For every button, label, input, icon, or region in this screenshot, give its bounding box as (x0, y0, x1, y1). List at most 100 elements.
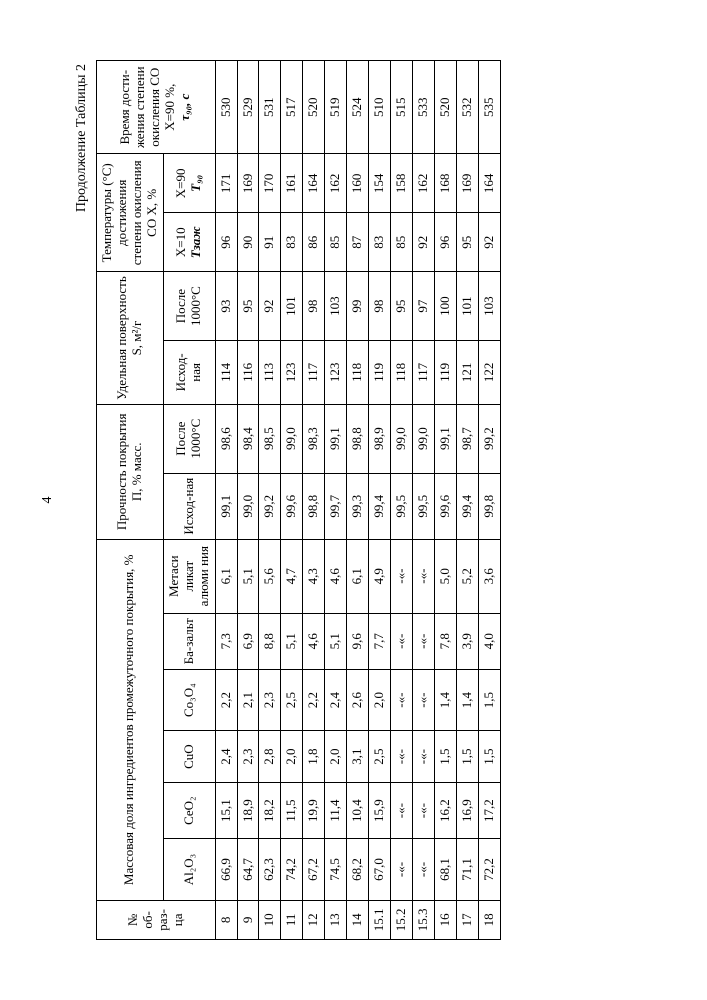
cell-si: 117 (303, 340, 325, 404)
cell-me: 4,3 (303, 539, 325, 613)
cell-si: 121 (456, 340, 478, 404)
cell-si: 119 (369, 340, 391, 404)
cell-si: 117 (413, 340, 435, 404)
cell-sa: 93 (215, 272, 237, 341)
cell-al: 68,1 (434, 839, 456, 900)
cell-pi: 99,4 (369, 473, 391, 539)
cell-n: 11 (281, 900, 303, 939)
cell-t90: 158 (391, 154, 413, 213)
cell-pi: 99,3 (347, 473, 369, 539)
th-t90-b: T₉₀ (188, 175, 203, 192)
cell-tm: 531 (259, 61, 281, 154)
table-row: 1668,116,21,51,47,85,099,699,11191009616… (434, 61, 456, 940)
cell-tm: 519 (325, 61, 347, 154)
cell-cu: 2,8 (259, 731, 281, 783)
cell-tm: 529 (237, 61, 259, 154)
cell-ce: 17,2 (478, 782, 500, 838)
cell-cu: 2,0 (325, 731, 347, 783)
cell-me: 6,1 (347, 539, 369, 613)
cell-al: 67,0 (369, 839, 391, 900)
cell-me: 4,6 (325, 539, 347, 613)
page-wrapper: 4 Продолжение Таблицы 2 № об-раз-ца Масс… (0, 0, 707, 1000)
cell-n: 9 (237, 900, 259, 939)
cell-pi: 99,6 (281, 473, 303, 539)
table-row: 15.167,015,92,52,07,74,999,498,911998831… (369, 61, 391, 940)
cell-me: 5,1 (237, 539, 259, 613)
cell-cu: 2,4 (215, 731, 237, 783)
cell-n: 16 (434, 900, 456, 939)
cell-n: 15.2 (391, 900, 413, 939)
cell-al: 72,2 (478, 839, 500, 900)
cell-t10: 85 (325, 213, 347, 272)
cell-co: 2,4 (325, 669, 347, 730)
cell-n: 13 (325, 900, 347, 939)
cell-ce: 11,4 (325, 782, 347, 838)
cell-t90: 164 (478, 154, 500, 213)
cell-co: 2,2 (303, 669, 325, 730)
cell-sa: 92 (259, 272, 281, 341)
cell-co: 1,4 (456, 669, 478, 730)
cell-pi: 98,8 (303, 473, 325, 539)
cell-sa: 95 (237, 272, 259, 341)
cell-tm: 510 (369, 61, 391, 154)
cell-al: 66,9 (215, 839, 237, 900)
cell-pi: 99,5 (413, 473, 435, 539)
cell-pa: 99,2 (478, 404, 500, 473)
th-time-a: Время дости-жения степени окисления СО (117, 66, 162, 148)
cell-bz: 9,6 (347, 613, 369, 669)
cell-sa: 95 (391, 272, 413, 341)
cell-bz: 7,7 (369, 613, 391, 669)
cell-sa: 101 (281, 272, 303, 341)
cell-bz: 8,8 (259, 613, 281, 669)
th-al2o3: Al₂O₃ (163, 839, 215, 900)
th-time-c: τ₉₀, c (177, 94, 192, 121)
th-t10-a: X=10 (173, 227, 188, 257)
cell-me: 4,7 (281, 539, 303, 613)
cell-si: 119 (434, 340, 456, 404)
cell-t10: 83 (369, 213, 391, 272)
cell-al: -«- (413, 839, 435, 900)
cell-n: 8 (215, 900, 237, 939)
cell-bz: 7,8 (434, 613, 456, 669)
cell-pa: 98,4 (237, 404, 259, 473)
cell-sa: 98 (303, 272, 325, 341)
th-t10: X=10 Tзаж (163, 213, 215, 272)
table-row: 1174,211,52,02,55,14,799,699,01231018316… (281, 61, 303, 940)
cell-al: 74,5 (325, 839, 347, 900)
cell-t90: 154 (369, 154, 391, 213)
cell-t10: 95 (456, 213, 478, 272)
cell-cu: 1,5 (434, 731, 456, 783)
cell-t10: 85 (391, 213, 413, 272)
cell-pa: 99,0 (281, 404, 303, 473)
cell-ce: 16,9 (456, 782, 478, 838)
cell-sa: 103 (478, 272, 500, 341)
cell-ce: 18,2 (259, 782, 281, 838)
cell-co: 2,0 (369, 669, 391, 730)
th-s-after: После 1000°С (163, 272, 215, 341)
cell-pa: 98,8 (347, 404, 369, 473)
cell-pi: 99,0 (237, 473, 259, 539)
cell-al: -«- (391, 839, 413, 900)
cell-cu: 1,8 (303, 731, 325, 783)
cell-cu: 2,3 (237, 731, 259, 783)
cell-cu: -«- (413, 731, 435, 783)
cell-ce: 15,9 (369, 782, 391, 838)
cell-bz: -«- (391, 613, 413, 669)
table-row: 15.2-«--«--«--«--«--«-99,599,01189585158… (391, 61, 413, 940)
cell-co: -«- (391, 669, 413, 730)
cell-t10: 90 (237, 213, 259, 272)
cell-si: 118 (391, 340, 413, 404)
th-mass-group: Массовая доля ингредиентов промежуточног… (97, 539, 164, 900)
cell-si: 116 (237, 340, 259, 404)
cell-me: 5,2 (456, 539, 478, 613)
th-co3o4: Co₃O₄ (163, 669, 215, 730)
table-row: 1468,210,43,12,69,66,199,398,81189987160… (347, 61, 369, 940)
cell-sa: 100 (434, 272, 456, 341)
cell-t10: 86 (303, 213, 325, 272)
cell-pa: 99,1 (434, 404, 456, 473)
cell-tm: 517 (281, 61, 303, 154)
cell-si: 122 (478, 340, 500, 404)
cell-me: -«- (413, 539, 435, 613)
table-caption: Продолжение Таблицы 2 (74, 60, 90, 940)
cell-t90: 160 (347, 154, 369, 213)
